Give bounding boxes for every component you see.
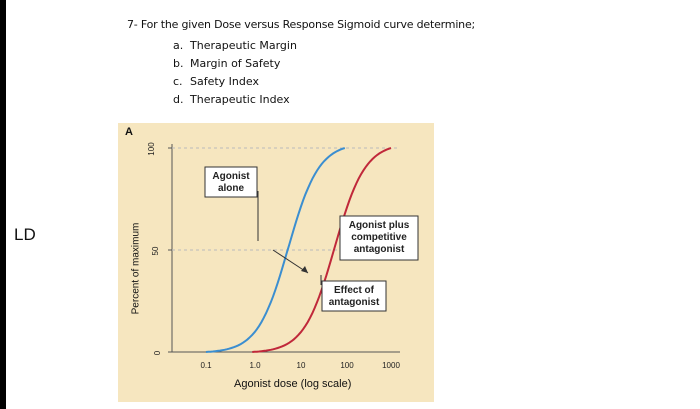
effect-box: [321, 280, 387, 312]
item-text: Therapeutic Index: [190, 93, 290, 106]
left-edge-bar: [0, 0, 6, 409]
effect-label: antagonist: [329, 297, 380, 308]
x-tick-label: 1000: [382, 361, 400, 370]
panel-letter: A: [125, 126, 133, 138]
agonist-plus-box: [339, 215, 419, 261]
item-text: Margin of Safety: [190, 57, 281, 70]
x-tick-label: 1.0: [249, 361, 261, 370]
question-text: 7- For the given Dose versus Response Si…: [127, 18, 476, 31]
side-label: LD: [14, 225, 36, 244]
agonist-alone-curve: [205, 147, 346, 353]
list-item: a. Therapeutic Margin: [173, 37, 297, 55]
agonist-plus-label: competitive: [351, 232, 407, 243]
x-tick-label: 0.1: [200, 361, 212, 370]
y-tick-label: 100: [147, 142, 156, 156]
agonist-alone-box: [204, 166, 258, 198]
x-tick-label: 10: [297, 361, 306, 370]
dose-response-chart: 100 50 0 0.1 1.0 10 100 1000 Agonist alo…: [147, 142, 419, 370]
agonist-plus-label: antagonist: [354, 244, 405, 255]
arrowhead-icon: [301, 266, 308, 273]
effect-label: Effect of: [334, 285, 375, 296]
item-letter: c.: [173, 75, 183, 88]
item-letter: a.: [173, 39, 184, 52]
item-letter: b.: [173, 57, 184, 70]
question-list: a. Therapeutic Margin b. Margin of Safety …: [173, 37, 297, 109]
x-axis-label: Agonist dose (log scale): [234, 378, 352, 390]
effect-arrow: [272, 249, 309, 274]
item-letter: d.: [173, 93, 184, 106]
item-text: Safety Index: [190, 75, 259, 88]
y-tick-label: 0: [153, 350, 162, 355]
list-item: d. Therapeutic Index: [173, 91, 297, 109]
x-tick-label: 100: [340, 361, 354, 370]
agonist-plus-label: Agonist plus: [349, 220, 410, 231]
agonist-alone-label: Agonist: [212, 171, 250, 182]
list-item: b. Margin of Safety: [173, 55, 297, 73]
item-text: Therapeutic Margin: [190, 39, 297, 52]
list-item: c. Safety Index: [173, 73, 297, 91]
y-tick-label: 50: [151, 246, 160, 255]
dose-response-figure: A Percent of maximum Agonist dose (log s…: [118, 123, 434, 402]
agonist-alone-label: alone: [218, 183, 245, 194]
